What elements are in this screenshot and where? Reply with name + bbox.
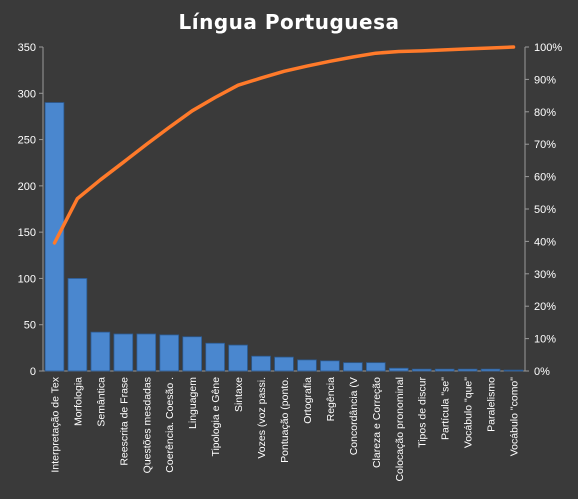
category-label-4: Questões mesdadas [141, 377, 153, 473]
category-label-7: Tipologia e Gêne [210, 377, 222, 457]
category-label-11: Ortografia [302, 377, 314, 424]
bar-5 [159, 334, 180, 372]
bar-3 [113, 333, 134, 372]
category-label-8: Sintaxe [233, 377, 245, 412]
bar-14 [365, 362, 386, 372]
bar-0 [44, 102, 65, 372]
left-tick-label: 0 [30, 366, 36, 378]
bar-11 [297, 359, 317, 372]
category-label-5: Coerência. Coesão . [164, 377, 176, 473]
bar-9 [251, 355, 271, 372]
bar-2 [90, 331, 111, 372]
right-tick-label: 70% [534, 139, 556, 151]
bar-16 [411, 368, 432, 372]
category-label-15: Colocação pronominal [394, 377, 406, 481]
bar-18 [457, 368, 478, 372]
right-tick-label: 80% [534, 107, 556, 119]
category-label-10: Pontuação (ponto. [279, 377, 291, 463]
bar-13 [343, 362, 363, 372]
right-tick-label: 50% [534, 204, 556, 216]
category-label-2: Semântica [95, 377, 107, 427]
chart-title: Língua Portuguesa [179, 10, 400, 34]
bar-20 [503, 369, 524, 372]
category-label-20: Vocábulo "como" [509, 377, 521, 457]
bar-8 [228, 344, 248, 372]
category-label-19: Paralelismo [486, 377, 498, 432]
bars [44, 102, 524, 372]
right-tick-label: 0% [534, 366, 550, 378]
left-tick-label: 200 [18, 181, 36, 193]
right-tick-label: 30% [534, 269, 556, 281]
left-tick-label: 250 [18, 135, 36, 147]
bar-1 [67, 278, 88, 372]
axes [42, 47, 526, 372]
category-label-1: Morfologia [72, 377, 84, 426]
left-tick-label: 350 [18, 42, 36, 54]
category-label-3: Reescrita de Frase [118, 377, 130, 466]
right-tick-label: 10% [534, 334, 556, 346]
bar-17 [434, 368, 455, 372]
right-axis-ticks: 0% 10% 20% 30% 40% 50% 60% 70% 80% 90% 100% [525, 42, 562, 378]
category-label-0: Interpretação de Tex [50, 376, 62, 472]
category-label-12: Regência [325, 377, 337, 422]
bar-19 [480, 368, 501, 372]
category-label-6: Linguagem [187, 377, 199, 429]
right-tick-label: 90% [534, 74, 556, 86]
right-tick-label: 40% [534, 236, 556, 248]
category-label-18: Vocábulo "que" [463, 377, 475, 448]
category-label-13: Concordância (V [348, 377, 360, 455]
bar-10 [274, 356, 294, 372]
category-labels: Interpretação de Tex Morfologia Semântica R… [50, 376, 521, 481]
right-tick-label: 60% [534, 172, 556, 184]
category-label-14: Clareza e Correção [371, 377, 383, 468]
bar-6 [182, 336, 203, 372]
category-label-17: Partícula "se" [440, 377, 452, 440]
left-tick-label: 300 [18, 88, 36, 100]
cumulative-line [52, 45, 516, 245]
bar-12 [320, 360, 340, 372]
cumulative-line-group [52, 45, 516, 245]
category-label-9: Vozes (voz passi. [256, 377, 268, 459]
bar-15 [388, 367, 409, 372]
left-tick-label: 150 [18, 227, 36, 239]
right-tick-label: 20% [534, 301, 556, 313]
right-tick-label: 100% [534, 42, 562, 54]
bar-4 [136, 333, 157, 372]
left-tick-label: 100 [18, 273, 36, 285]
left-tick-label: 50 [24, 320, 36, 332]
category-label-16: Tipos de discur [417, 376, 429, 447]
left-axis-ticks: 0 50 100 150 200 250 300 350 [18, 42, 43, 378]
bar-7 [205, 342, 225, 372]
